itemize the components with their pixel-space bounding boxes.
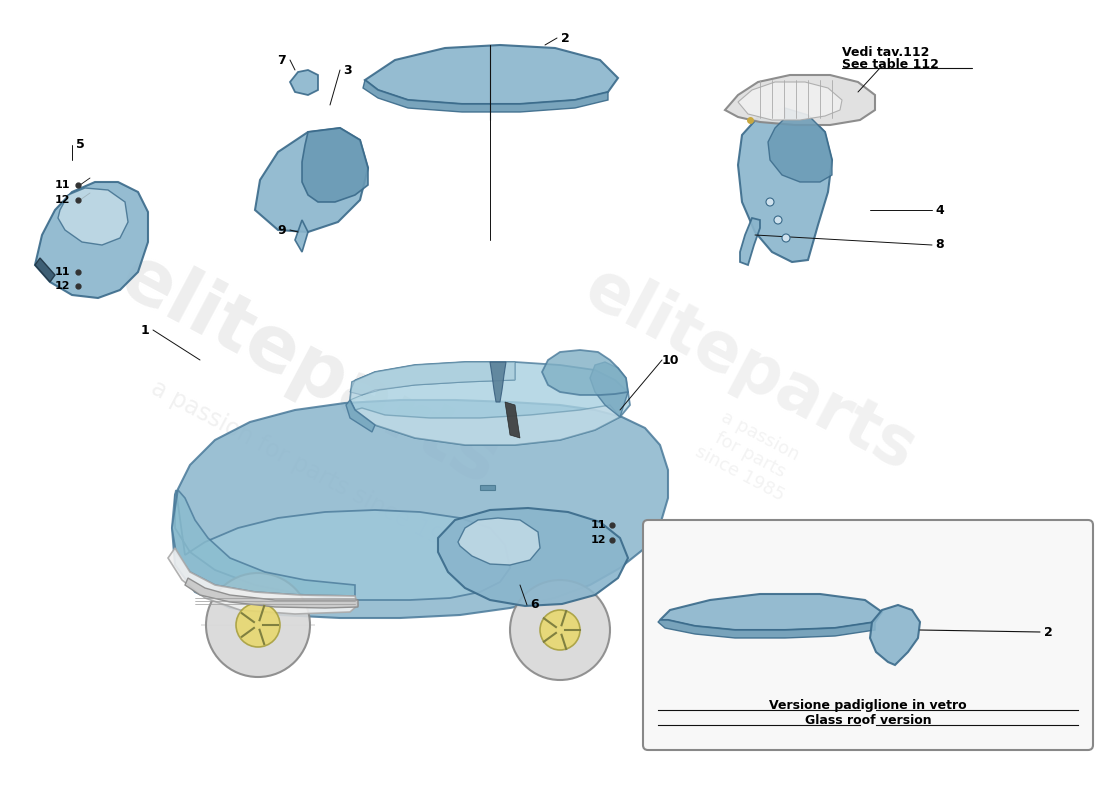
Text: 2: 2 [1044, 626, 1053, 638]
Circle shape [774, 216, 782, 224]
Text: 12: 12 [54, 281, 69, 291]
Polygon shape [658, 620, 874, 638]
Polygon shape [725, 75, 874, 125]
Polygon shape [172, 490, 355, 596]
Text: eliteparts: eliteparts [573, 255, 926, 485]
Polygon shape [355, 405, 620, 445]
Text: See table 112: See table 112 [842, 58, 939, 71]
Polygon shape [350, 362, 630, 445]
Polygon shape [363, 80, 608, 112]
Polygon shape [660, 594, 882, 630]
Text: Versione padiglione in vetro: Versione padiglione in vetro [769, 698, 967, 711]
Polygon shape [168, 548, 358, 614]
Circle shape [510, 580, 610, 680]
Text: 8: 8 [936, 238, 944, 251]
Polygon shape [738, 108, 832, 262]
Polygon shape [458, 518, 540, 565]
Polygon shape [185, 578, 358, 608]
Polygon shape [365, 45, 618, 104]
FancyBboxPatch shape [644, 520, 1093, 750]
Polygon shape [255, 128, 368, 232]
Text: 7: 7 [277, 54, 286, 66]
Text: 6: 6 [530, 598, 539, 611]
Polygon shape [590, 362, 628, 417]
Text: 11: 11 [54, 180, 69, 190]
Polygon shape [350, 362, 515, 400]
Text: 1: 1 [141, 323, 150, 337]
Polygon shape [302, 128, 368, 202]
Polygon shape [505, 402, 520, 438]
Polygon shape [172, 400, 668, 618]
Polygon shape [490, 362, 506, 402]
Text: 3: 3 [343, 63, 352, 77]
Polygon shape [542, 350, 628, 395]
Text: 10: 10 [661, 354, 679, 366]
Polygon shape [480, 485, 495, 490]
Polygon shape [58, 188, 128, 245]
Text: 5: 5 [76, 138, 85, 151]
Text: 4: 4 [936, 203, 945, 217]
Text: 12: 12 [54, 195, 69, 205]
Text: a passion
for parts
since 1985: a passion for parts since 1985 [693, 406, 807, 505]
Text: eliteparts: eliteparts [108, 239, 512, 501]
Circle shape [540, 610, 580, 650]
Polygon shape [295, 220, 308, 252]
Polygon shape [175, 490, 510, 600]
Text: a passion for parts since 1985: a passion for parts since 1985 [146, 375, 473, 565]
Text: 11: 11 [54, 267, 69, 277]
Text: Glass roof version: Glass roof version [805, 714, 932, 726]
Polygon shape [35, 258, 55, 282]
Circle shape [782, 234, 790, 242]
Text: 12: 12 [591, 535, 606, 545]
Polygon shape [201, 625, 315, 677]
Polygon shape [768, 108, 832, 182]
Polygon shape [740, 218, 760, 265]
Polygon shape [35, 182, 148, 298]
Polygon shape [350, 362, 515, 395]
Text: 9: 9 [277, 223, 286, 237]
Text: Vedi tav.112: Vedi tav.112 [842, 46, 930, 58]
Circle shape [766, 198, 774, 206]
Polygon shape [290, 70, 318, 95]
Text: 2: 2 [561, 31, 570, 45]
Circle shape [206, 573, 310, 677]
Polygon shape [738, 82, 842, 120]
Polygon shape [438, 508, 628, 606]
Polygon shape [346, 400, 375, 432]
Text: 11: 11 [591, 520, 606, 530]
Circle shape [236, 603, 280, 647]
Polygon shape [870, 605, 920, 665]
